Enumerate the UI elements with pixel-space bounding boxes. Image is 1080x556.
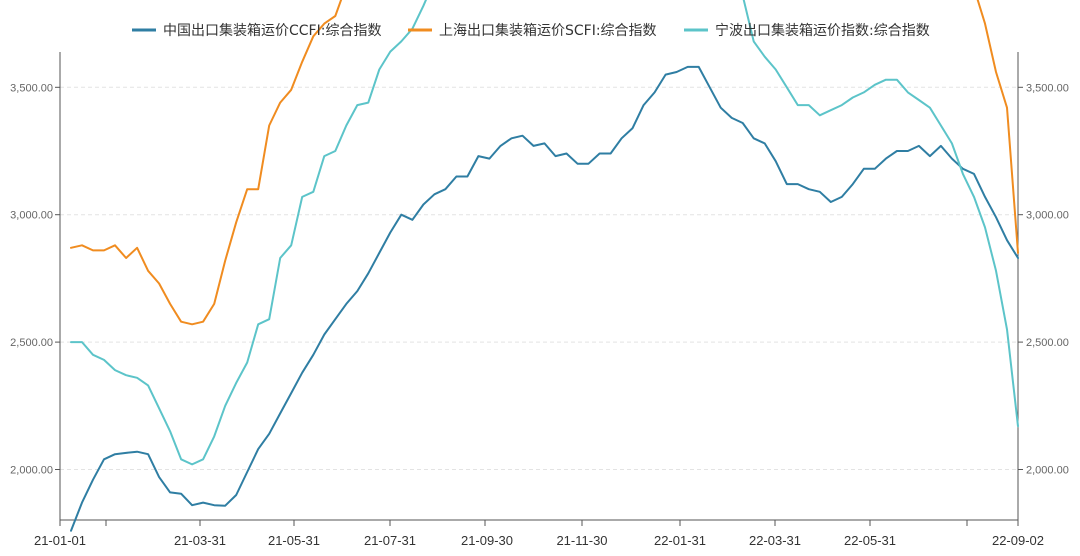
y-tick-label-left: 3,500.00 [10,82,53,94]
y-tick-label-right: 3,000.00 [1026,210,1069,222]
y-tick-label-right: 3,500.00 [1026,82,1069,94]
x-tick-label: 22-01-31 [654,533,706,548]
x-tick-label: 22-03-31 [749,533,801,548]
legend-label-1: 中国出口集装箱运价CCFI:综合指数 [163,22,381,39]
y-tick-label-left: 2,500.00 [10,337,53,349]
x-tick-label: 21-01-01 [34,533,86,548]
x-tick-label: 22-09-02 [992,533,1044,548]
x-tick-label: 21-11-30 [556,533,607,548]
series-lines [70,0,1019,532]
y-tick-label-right: 2,000.00 [1026,465,1069,477]
x-tick-label: 21-03-31 [174,533,226,548]
y-tick-label-right: 2,500.00 [1026,337,1069,349]
x-tick-label: 21-05-31 [268,533,320,548]
legend-label-3: 宁波出口集装箱运价指数:综合指数 [715,22,930,39]
x-tick-label: 21-07-31 [364,533,416,548]
axes: 2,000.00 2,000.00 2,500.00 2,500.00 3,000.00… [10,52,1069,548]
x-tick-label: 22-05-31 [844,533,896,548]
gridlines [60,86,1018,470]
y-tick-label-left: 3,000.00 [10,210,53,222]
legend-label-2: 上海出口集装箱运价SCFI:综合指数 [439,22,657,39]
series-line-2 [70,0,1019,326]
series-line-3 [70,0,1019,466]
legend: 中国出口集装箱运价CCFI:综合指数 上海出口集装箱运价SCFI:综合指数 宁波出口… [132,22,930,39]
series-line-1 [70,65,1019,532]
y-tick-label-left: 2,000.00 [10,465,53,477]
x-tick-label: 21-09-30 [461,533,513,548]
